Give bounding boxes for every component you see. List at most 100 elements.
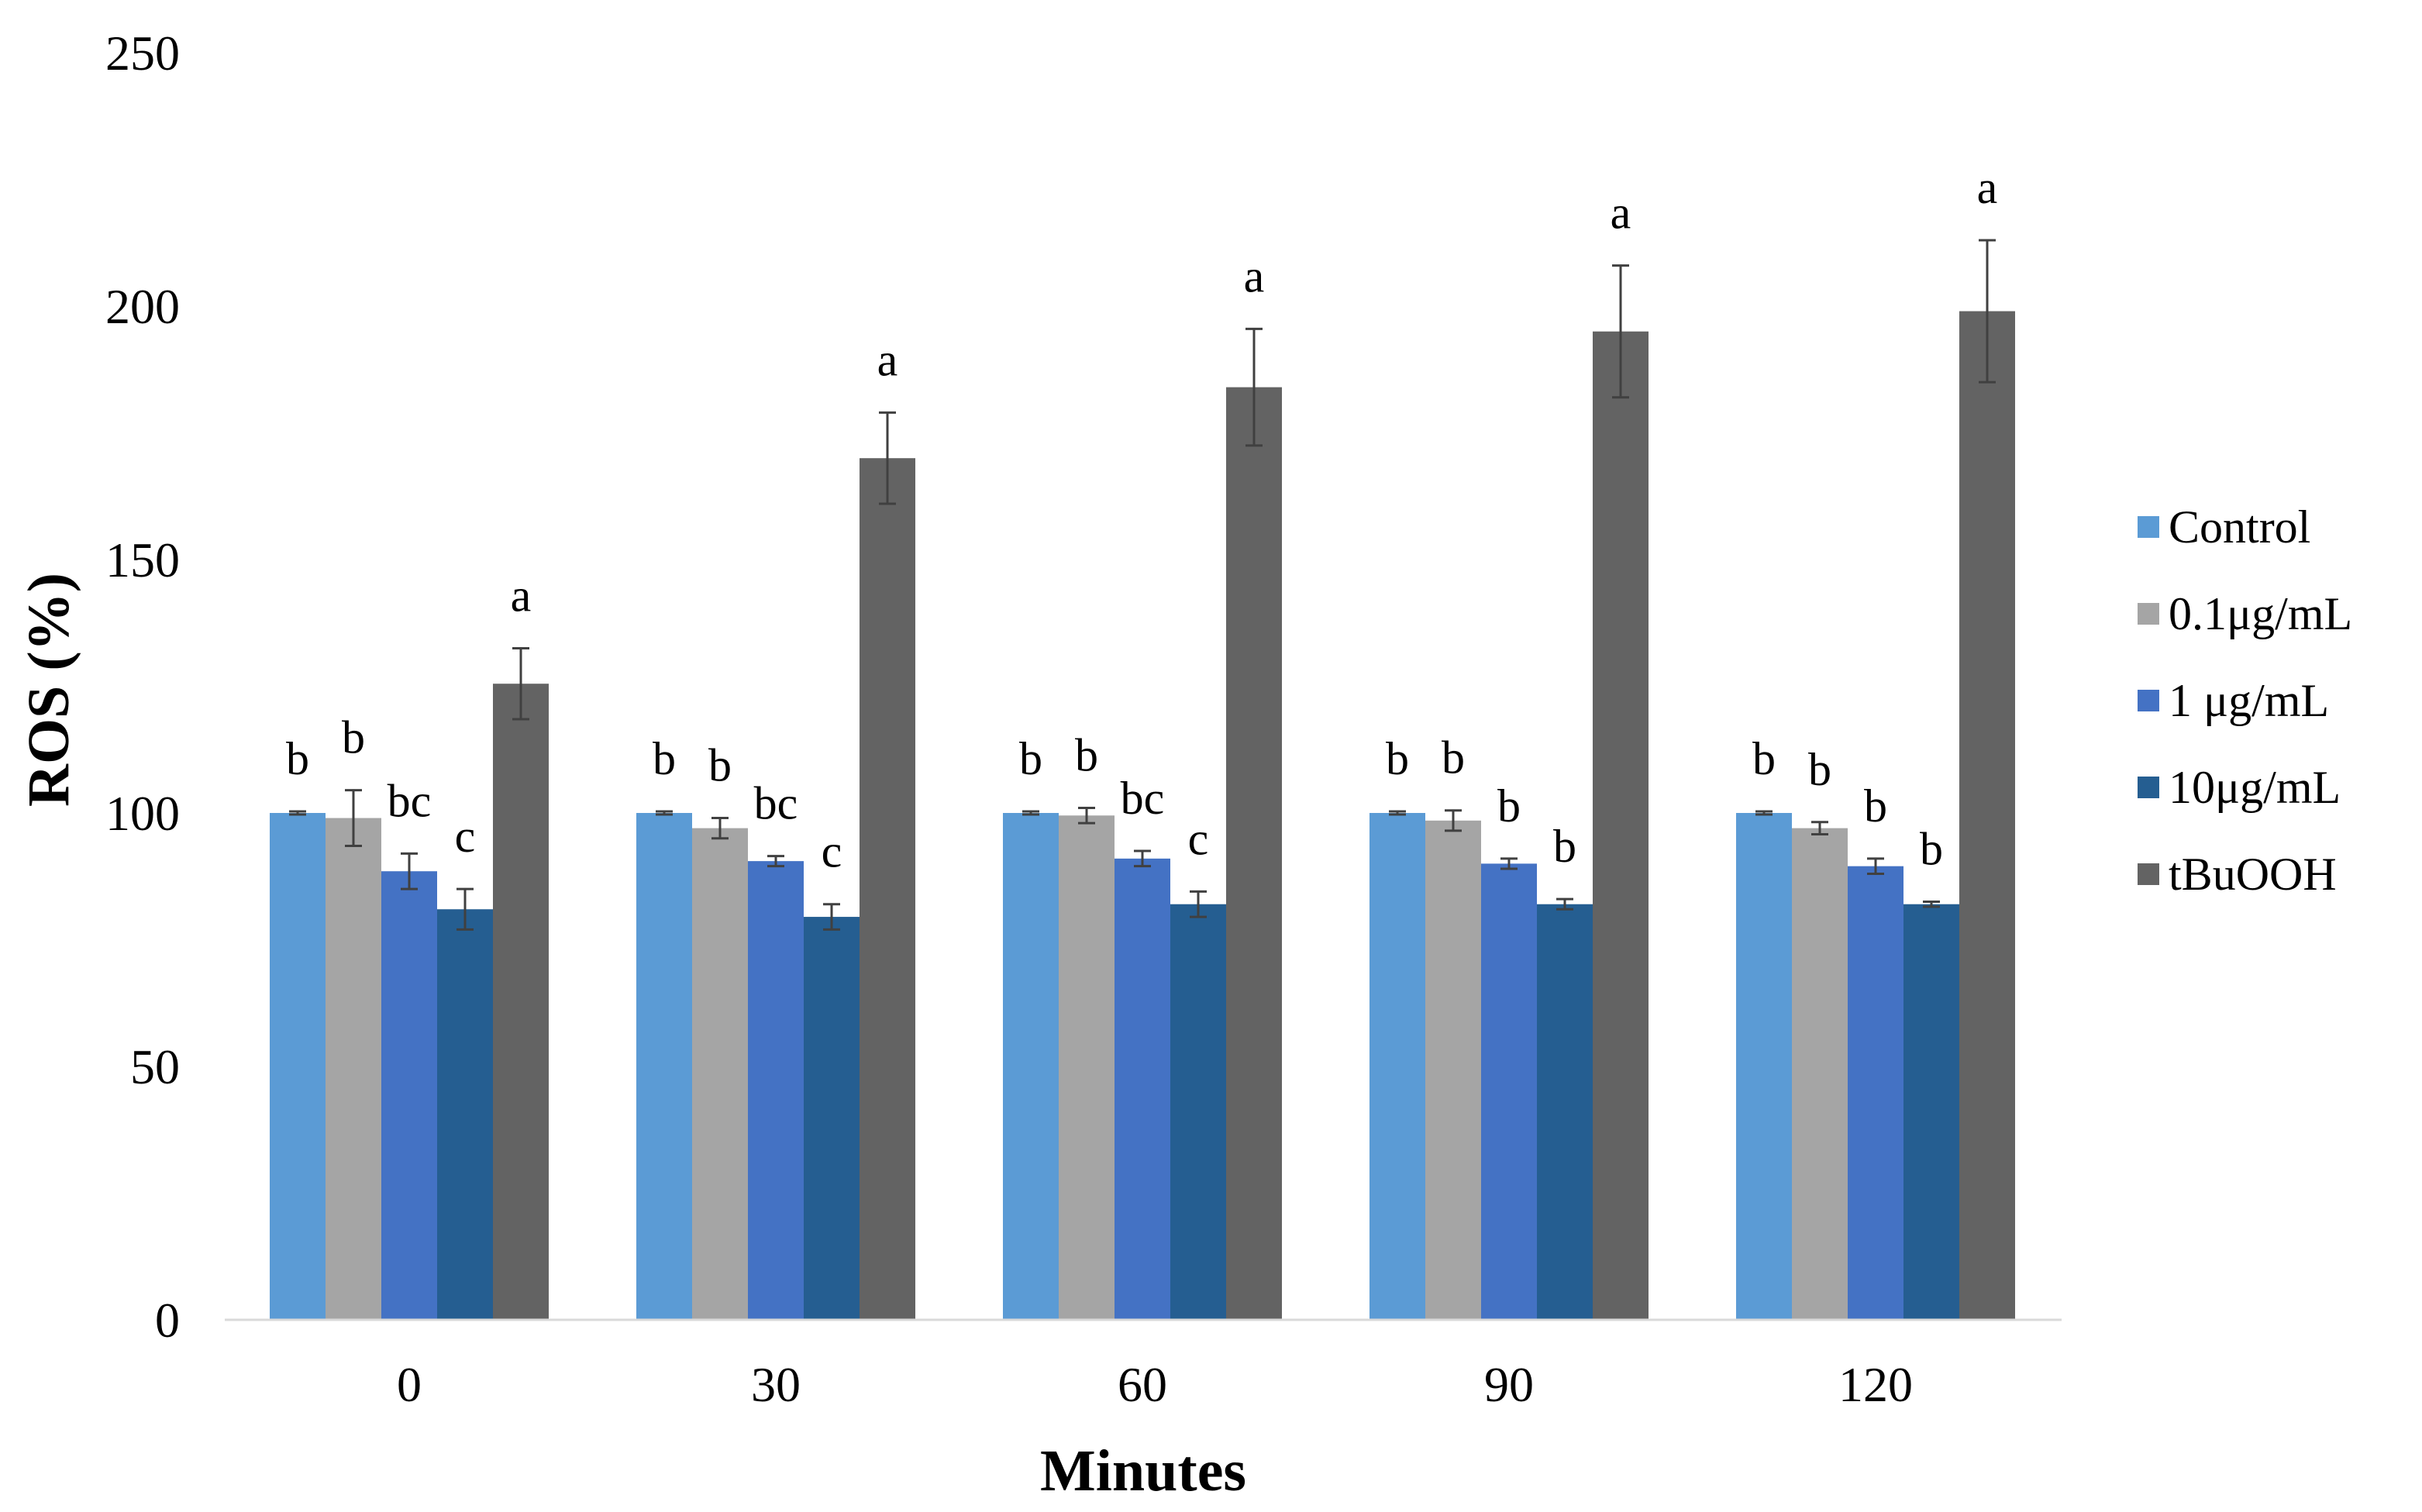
bar-control-0: [270, 813, 326, 1320]
significance-letter: b: [708, 740, 732, 791]
bar-control-90: [1369, 813, 1425, 1320]
bar-control-60: [1003, 813, 1059, 1320]
bar-1-g-ml-120: [1848, 866, 1903, 1320]
legend-label: Control: [2169, 501, 2310, 553]
error-bar: [1022, 810, 1039, 816]
bars-layer: [270, 311, 2015, 1321]
legend-swatch: [2138, 690, 2159, 711]
y-tick-label: 0: [155, 1293, 180, 1348]
bar-control-120: [1736, 813, 1792, 1320]
y-axis-ticks: 0 50 100 150 200 250: [105, 26, 180, 1348]
y-tick-label: 200: [105, 279, 180, 334]
significance-letter: bc: [754, 778, 798, 829]
bar-10-g-ml-120: [1903, 904, 1959, 1320]
legend-item: tBuOOH: [2138, 849, 2337, 900]
legend-label: 0.1μg/mL: [2169, 588, 2352, 639]
error-bar: [1867, 857, 1884, 875]
x-tick-label: 0: [397, 1357, 422, 1412]
significance-letter: b: [1075, 729, 1098, 780]
significance-letter: b: [1752, 733, 1776, 784]
error-bar: [289, 810, 306, 816]
legend-swatch: [2138, 516, 2159, 538]
significance-letter: a: [877, 334, 898, 385]
legend-item: 10μg/mL: [2138, 762, 2341, 813]
significance-letter: b: [1864, 780, 1887, 832]
significance-letter: b: [653, 733, 676, 784]
significance-letter: a: [1244, 250, 1265, 301]
error-bar: [1500, 857, 1518, 870]
bar-control-30: [636, 813, 692, 1320]
significance-letter: c: [822, 826, 842, 877]
bar-1-g-ml-60: [1115, 858, 1170, 1320]
error-bar: [456, 887, 474, 931]
legend-label: 1 μg/mL: [2169, 675, 2329, 726]
error-bar: [1979, 239, 1996, 384]
significance-letter: b: [1497, 780, 1521, 832]
bar-10-g-ml-90: [1537, 904, 1593, 1320]
bar-1-g-ml-90: [1481, 863, 1537, 1320]
error-bar: [345, 789, 362, 848]
bar-0-1-g-ml-120: [1792, 828, 1848, 1320]
bar-10-g-ml-30: [804, 917, 860, 1320]
bar-0-1-g-ml-30: [692, 828, 748, 1320]
significance-letter: a: [1977, 162, 1998, 213]
legend-swatch: [2138, 777, 2159, 798]
significance-letter: bc: [388, 775, 432, 826]
error-bar: [1923, 900, 1940, 908]
significance-letter: bc: [1121, 773, 1165, 824]
bar-10-g-ml-0: [437, 909, 493, 1320]
significance-letter: c: [455, 811, 476, 862]
error-bar: [1556, 897, 1573, 911]
significance-letter: a: [511, 570, 532, 621]
bar-tbuooh-0: [493, 684, 549, 1320]
x-axis-ticks: 0 30 60 90 120: [397, 1357, 1913, 1412]
significance-letter: b: [286, 733, 309, 784]
significance-letter: b: [1808, 744, 1831, 795]
significance-letter: c: [1188, 813, 1209, 864]
error-bars-layer: [289, 239, 1996, 931]
y-axis-title: ROS (%): [16, 573, 81, 807]
x-tick-label: 90: [1484, 1357, 1534, 1412]
error-bar: [1445, 809, 1462, 832]
error-bar: [512, 646, 529, 721]
legend-item: 0.1μg/mL: [2138, 588, 2352, 639]
bar-tbuooh-30: [860, 458, 915, 1321]
error-bar: [1078, 806, 1095, 825]
legend-item: Control: [2138, 501, 2310, 553]
bar-10-g-ml-60: [1170, 904, 1226, 1320]
legend-swatch: [2138, 603, 2159, 625]
legend: Control 0.1μg/mL 1 μg/mL 10μg/mL tBuOOH: [2138, 501, 2352, 900]
significance-letter: b: [1442, 732, 1465, 784]
error-bar: [1190, 890, 1207, 918]
error-bar: [1755, 810, 1773, 816]
error-bar: [879, 411, 896, 505]
error-bar: [711, 817, 729, 840]
bar-tbuooh-120: [1959, 311, 2015, 1320]
y-tick-label: 50: [130, 1039, 180, 1094]
legend-swatch: [2138, 863, 2159, 885]
error-bar: [1811, 821, 1828, 835]
y-tick-label: 100: [105, 786, 180, 841]
legend-label: 10μg/mL: [2169, 762, 2341, 813]
x-tick-label: 60: [1118, 1357, 1167, 1412]
x-tick-label: 30: [751, 1357, 801, 1412]
bar-1-g-ml-0: [381, 871, 437, 1320]
significance-letter: a: [1611, 188, 1631, 239]
error-bar: [767, 855, 784, 868]
bar-tbuooh-60: [1226, 387, 1282, 1320]
bar-0-1-g-ml-0: [326, 818, 381, 1320]
y-tick-label: 150: [105, 532, 180, 587]
legend-label: tBuOOH: [2169, 849, 2337, 900]
error-bar: [1134, 849, 1151, 868]
error-bar: [1389, 810, 1406, 816]
significance-letter: b: [1920, 823, 1943, 874]
bar-1-g-ml-30: [748, 861, 804, 1320]
legend-item: 1 μg/mL: [2138, 675, 2329, 726]
bar-0-1-g-ml-60: [1059, 815, 1115, 1320]
y-tick-label: 250: [105, 26, 180, 81]
x-axis-title: Minutes: [1040, 1438, 1246, 1503]
error-bar: [823, 903, 840, 931]
